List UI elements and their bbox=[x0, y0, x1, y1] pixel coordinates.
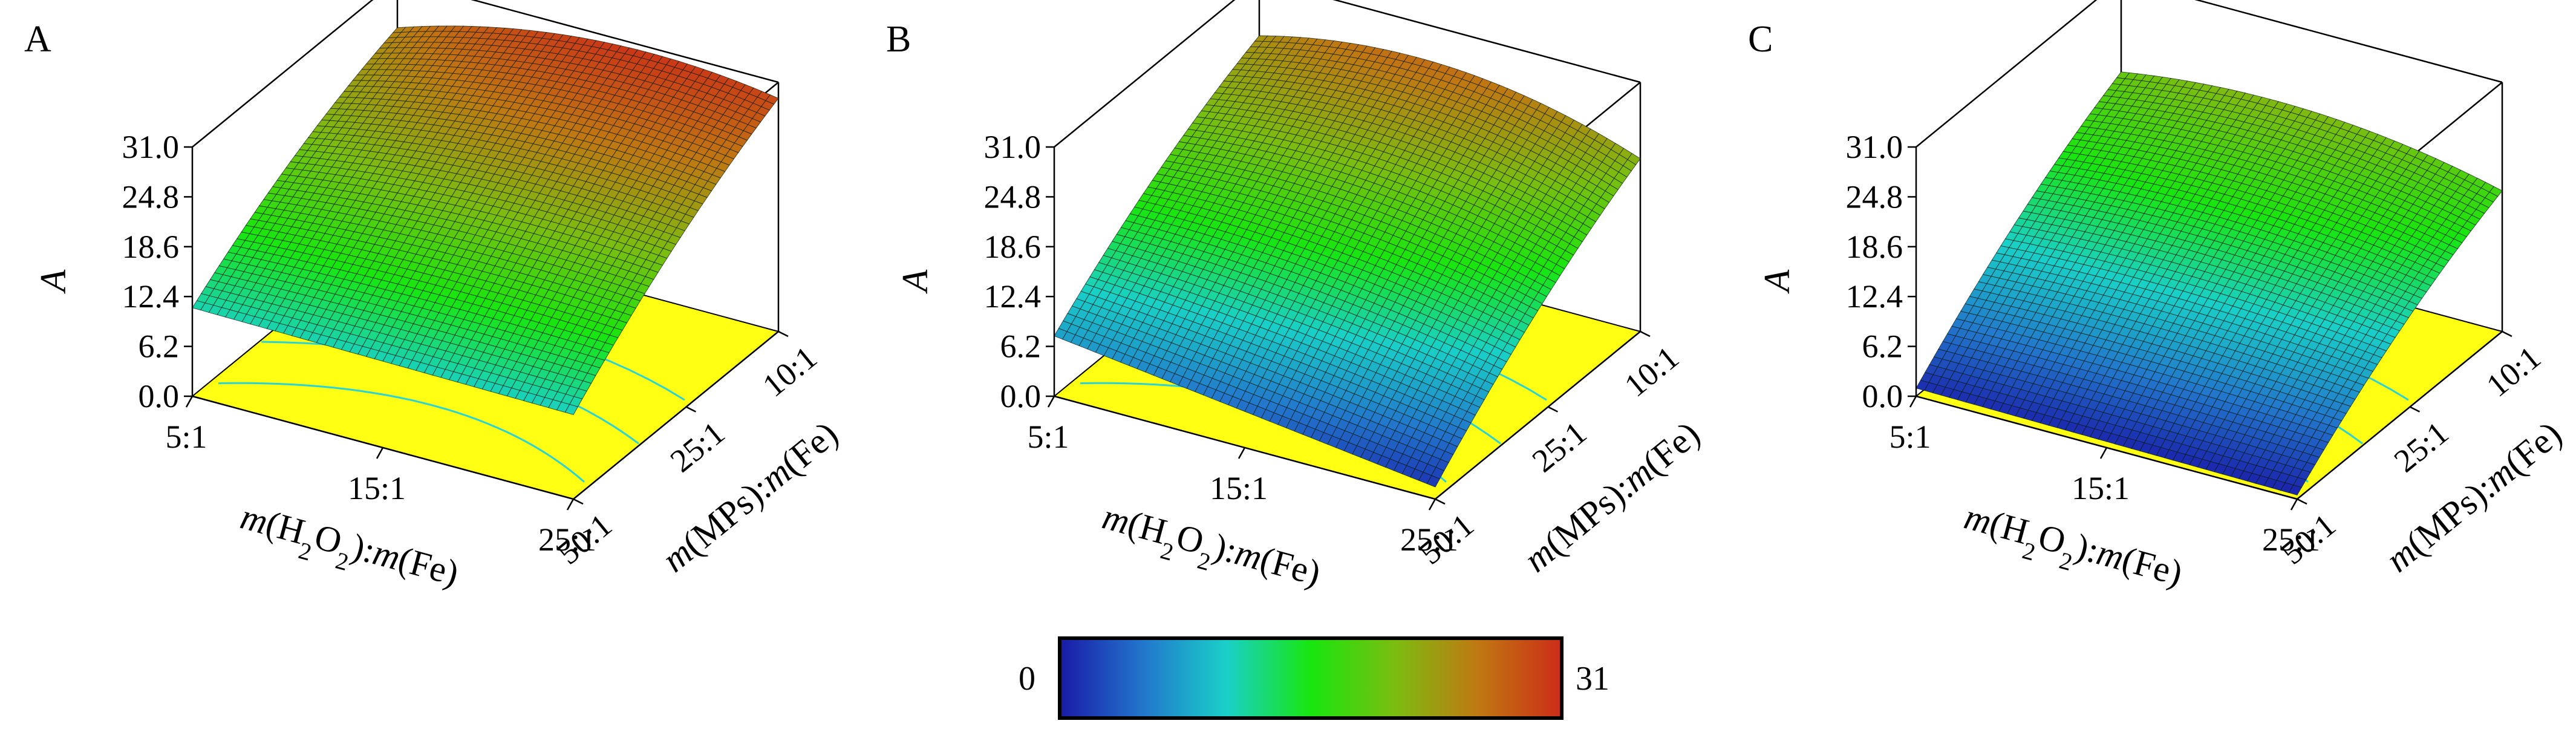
z-tick-label: 6.2 bbox=[139, 328, 180, 365]
x-tick bbox=[376, 447, 384, 459]
z-tick-label: 12.4 bbox=[122, 278, 180, 315]
x-tick bbox=[185, 396, 194, 408]
x-tick bbox=[1237, 447, 1246, 459]
y-tick bbox=[1547, 406, 1559, 413]
z-tick-label: 24.8 bbox=[984, 178, 1042, 215]
y-tick-label: 10:1 bbox=[1617, 339, 1685, 403]
panel-letter: B bbox=[886, 19, 911, 60]
y-tick-label: 50:1 bbox=[550, 506, 618, 571]
y-tick bbox=[1640, 330, 1651, 338]
z-tick-label: 18.6 bbox=[122, 229, 180, 265]
surface-panel-c: 0.06.212.418.624.831.0A5:115:125:1m(H2O2… bbox=[1748, 0, 2569, 593]
x-tick bbox=[1428, 498, 1436, 511]
y-tick-label: 50:1 bbox=[1412, 506, 1480, 571]
x-tick bbox=[566, 498, 575, 511]
y-tick bbox=[573, 498, 584, 505]
y-tick-label: 25:1 bbox=[1525, 414, 1593, 479]
surface-mesh bbox=[192, 25, 779, 416]
box-edge bbox=[192, 0, 374, 148]
box-edge bbox=[471, 0, 779, 83]
z-tick-label: 0.0 bbox=[1000, 378, 1042, 414]
x-tick bbox=[1047, 396, 1055, 408]
z-tick-label: 6.2 bbox=[1000, 328, 1042, 365]
x-tick-label: 15:1 bbox=[1210, 470, 1268, 506]
panel-letter: A bbox=[24, 19, 51, 60]
x-tick-label: 15:1 bbox=[348, 470, 406, 506]
z-tick-label: 24.8 bbox=[122, 178, 180, 215]
z-tick-label: 31.0 bbox=[984, 129, 1042, 165]
z-tick-label: 12.4 bbox=[984, 278, 1042, 315]
x-tick-label: 5:1 bbox=[165, 419, 207, 455]
y-tick-label: 25:1 bbox=[664, 414, 731, 479]
z-tick-label: 0.0 bbox=[139, 378, 180, 414]
x-axis-title: m(H2O2):m(Fe) bbox=[233, 497, 463, 604]
z-tick-label: 31.0 bbox=[122, 129, 180, 165]
floor-contour bbox=[218, 382, 585, 483]
box-edge bbox=[2194, 0, 2503, 83]
surface-panel-a: 0.0 6.2 12.4 18.6 24.8 31.0 A 5:1 15:1 25:1 m(H2O2… bbox=[24, 0, 846, 604]
x-tick-label: 5:1 bbox=[1027, 419, 1069, 455]
z-axis-title: A bbox=[895, 269, 935, 294]
y-tick bbox=[1435, 498, 1446, 505]
x-axis-title: m(H2O2):m(Fe) bbox=[1095, 497, 1325, 604]
y-tick bbox=[685, 406, 697, 413]
y-tick bbox=[778, 330, 789, 338]
y-tick-label: 10:1 bbox=[755, 339, 823, 403]
z-tick-label: 18.6 bbox=[984, 229, 1042, 265]
surface-panel-b: 0.0 6.2 12.4 18.6 24.8 31.0 A 5:1 15:1 25:1 m(H2O2… bbox=[886, 0, 1707, 604]
z-axis-title: A bbox=[33, 269, 73, 294]
